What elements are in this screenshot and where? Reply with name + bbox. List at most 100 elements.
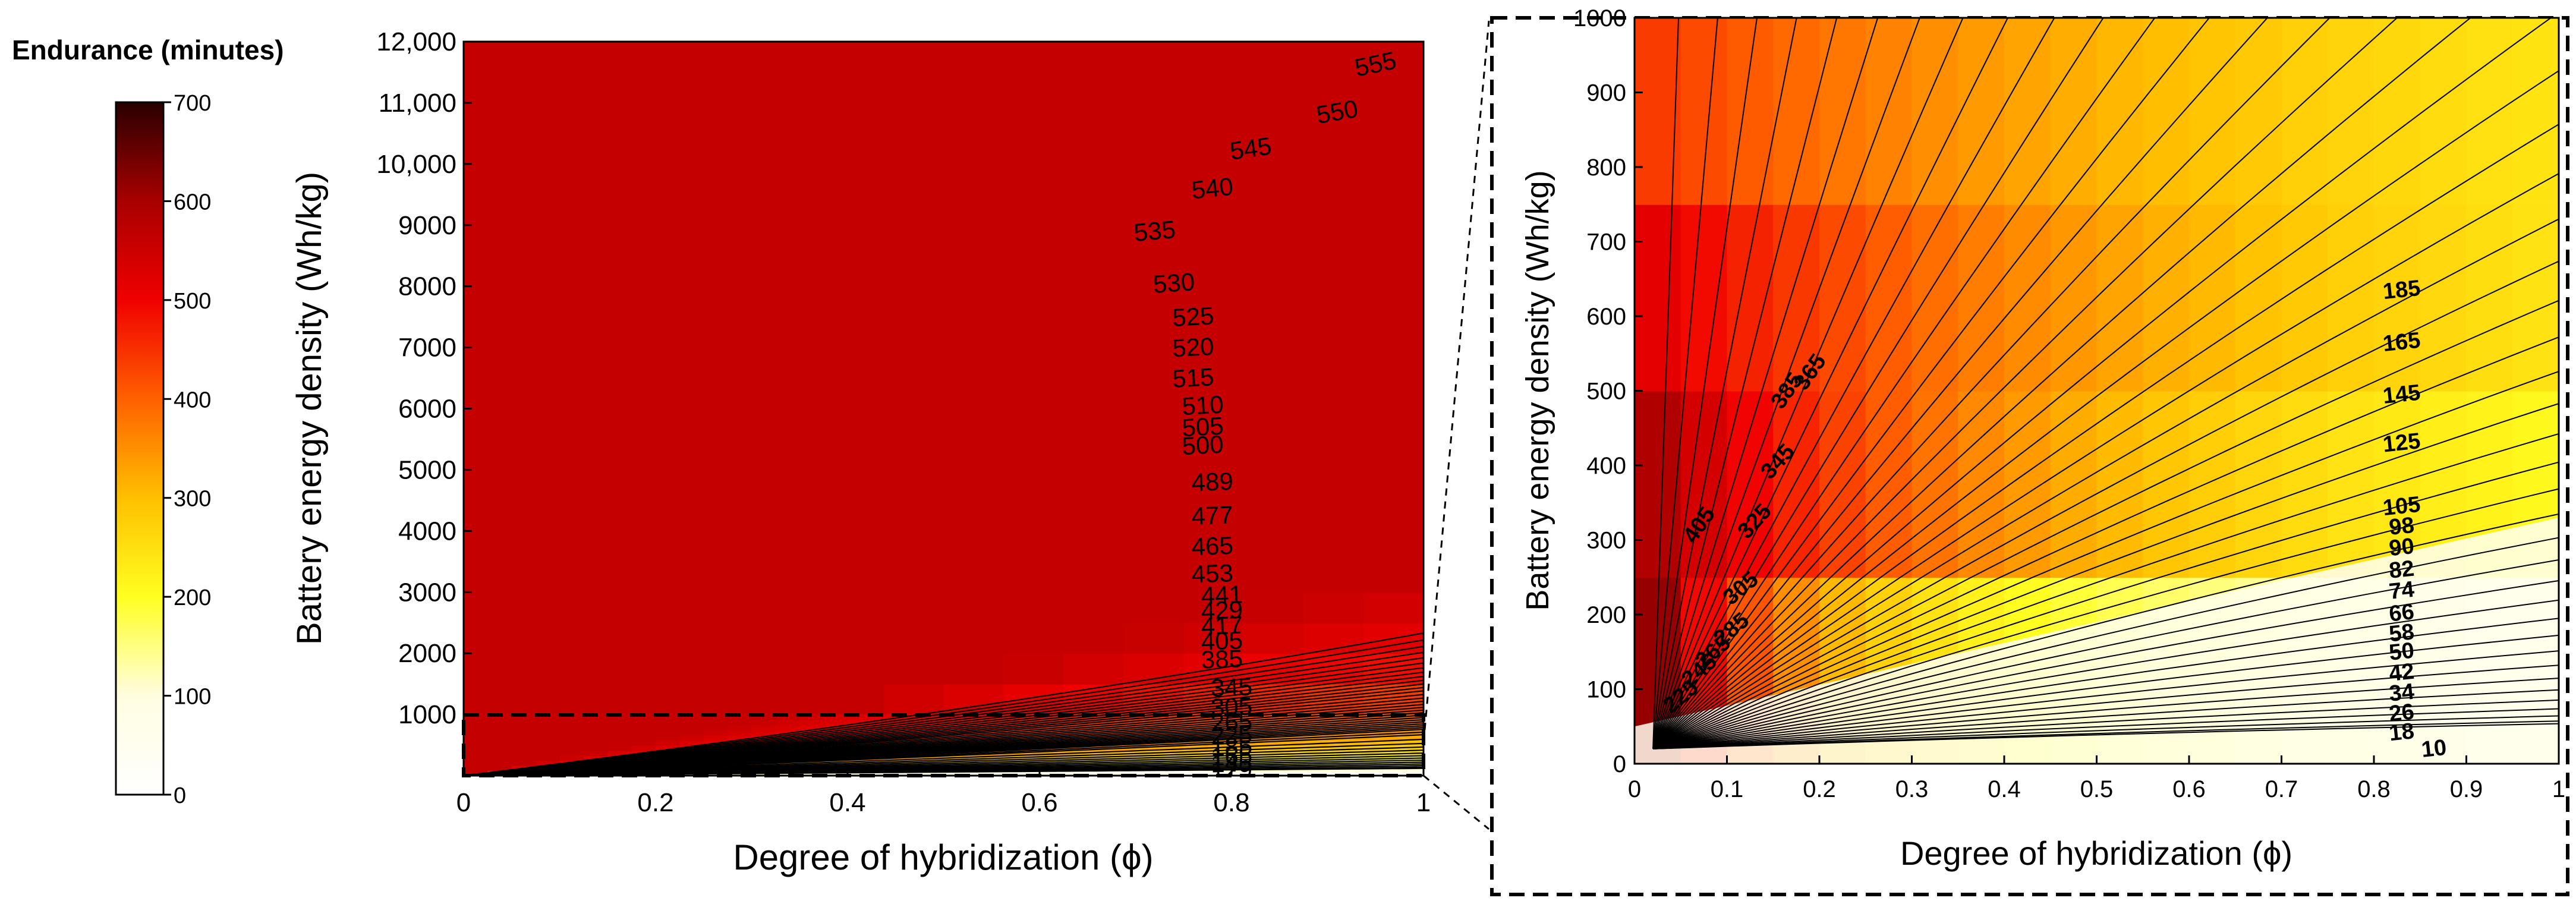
heatmap-cell [464, 531, 524, 562]
contour-label: 535 [1133, 215, 1177, 247]
heatmap-cell [763, 72, 824, 103]
heatmap-cell [883, 683, 944, 716]
heatmap-cell [943, 729, 968, 736]
heatmap-cell [643, 163, 704, 196]
x-tick-label: 0.8 [2357, 776, 2391, 802]
x-tick-label: 0.8 [1213, 788, 1249, 817]
heatmap-cell [1303, 714, 1328, 720]
heatmap-cell [1063, 163, 1125, 196]
heatmap-cell [464, 653, 524, 685]
heatmap-cell [1063, 102, 1125, 134]
contour-label: 26 [2388, 700, 2415, 727]
heatmap-cell [1159, 735, 1185, 741]
heatmap-cell [1003, 42, 1065, 73]
heatmap-cell [1063, 653, 1125, 685]
heatmap-cell [763, 592, 824, 623]
heatmap-cell [523, 133, 584, 165]
heatmap-cell [2281, 204, 2329, 392]
heatmap-cell [919, 714, 944, 720]
heatmap-cell [703, 439, 764, 471]
heatmap-cell [823, 470, 884, 501]
heatmap-cell [1303, 72, 1365, 103]
heatmap-cell [1003, 561, 1065, 593]
heatmap-cell [523, 561, 584, 593]
heatmap-cell [464, 42, 524, 73]
contour-label: 515 [1172, 363, 1214, 393]
heatmap-cell [656, 719, 681, 726]
y-tick-label: 0 [1613, 751, 1626, 777]
heatmap-cell [823, 378, 884, 410]
heatmap-cell [1207, 770, 1232, 776]
heatmap-cell [1015, 714, 1040, 720]
heatmap-cell [523, 225, 584, 257]
contour-line [1652, 18, 1797, 749]
heatmap-cell [643, 133, 704, 165]
contour-line [1652, 664, 2559, 749]
heatmap-cell [703, 102, 764, 134]
heatmap-cell [1303, 286, 1365, 318]
main-x-axis-label: Degree of hybridization (ϕ) [733, 837, 1153, 877]
heatmap-cell [775, 719, 801, 726]
heatmap-cell [1063, 725, 1088, 730]
y-tick-label: 1000 [1573, 5, 1626, 32]
heatmap-cell [823, 622, 884, 654]
heatmap-cell [883, 102, 944, 134]
contour-line [1652, 18, 2104, 749]
heatmap-cell [1159, 750, 1185, 756]
heatmap-cell [523, 194, 584, 226]
heatmap-cell [848, 729, 873, 736]
heatmap-cell [1243, 622, 1305, 654]
heatmap-cell [703, 719, 729, 726]
heatmap-cell [1111, 770, 1136, 776]
heatmap-cell [1003, 653, 1065, 685]
contour-label: 10 [2420, 735, 2448, 763]
heatmap-cell [464, 163, 524, 196]
contour-label: 105 [2382, 492, 2421, 521]
heatmap-cell [1327, 735, 1352, 741]
heatmap-cell [464, 745, 489, 751]
heatmap-cell [1063, 378, 1125, 410]
heatmap-cell [1123, 102, 1185, 134]
heatmap-cell [1279, 760, 1305, 766]
heatmap-cell [631, 729, 656, 736]
contour-label: 417 [1201, 611, 1243, 640]
heatmap-cell [643, 347, 704, 379]
y-tick-label: 6000 [398, 395, 456, 424]
contour-line [464, 632, 1424, 776]
heatmap-cell [1303, 561, 1365, 593]
heatmap-cell [464, 755, 489, 761]
heatmap-cell [799, 725, 824, 730]
heatmap-cell [583, 347, 644, 379]
heatmap-cell [1279, 750, 1305, 756]
heatmap-cell [1363, 439, 1424, 471]
heatmap-cell [2374, 204, 2421, 392]
heatmap-cell [943, 408, 1004, 440]
contour-label: 165 [1210, 741, 1253, 770]
heatmap-cell [583, 256, 644, 287]
heatmap-cell [523, 470, 584, 501]
heatmap-cell [703, 729, 729, 736]
heatmap-cell [1303, 133, 1365, 165]
heatmap-cell [1303, 739, 1328, 746]
y-tick-label: 400 [1586, 453, 1626, 479]
contour-label: 429 [1201, 596, 1243, 625]
heatmap-cell [1351, 745, 1377, 751]
heatmap-cell [464, 622, 524, 654]
heatmap-cell [883, 72, 944, 103]
heatmap-cell [1183, 408, 1245, 440]
contour-line [1652, 300, 2559, 749]
y-tick-label: 600 [1586, 304, 1626, 330]
heatmap-cell [823, 102, 884, 134]
heatmap-cell [511, 725, 537, 730]
y-tick-label: 9000 [398, 211, 456, 240]
heatmap-cell [1727, 390, 1774, 578]
heatmap-cell [2420, 204, 2467, 392]
heatmap-cell [583, 286, 644, 318]
heatmap-cell [2512, 204, 2559, 392]
heatmap-cell [464, 729, 489, 736]
heatmap-cell [1123, 592, 1185, 623]
heatmap-cell [763, 683, 824, 716]
contour-line [1652, 402, 2559, 749]
heatmap-cell [703, 317, 764, 348]
heatmap-cell [1243, 286, 1305, 318]
